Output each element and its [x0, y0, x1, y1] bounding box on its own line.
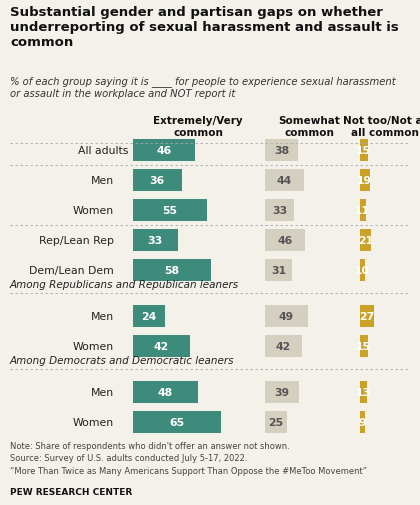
- Text: Men: Men: [91, 312, 114, 321]
- Text: 55: 55: [163, 206, 178, 216]
- Text: Among Democrats and Democratic leaners: Among Democrats and Democratic leaners: [10, 356, 234, 365]
- Bar: [133, 306, 165, 327]
- Bar: [360, 335, 368, 358]
- Bar: [265, 411, 287, 433]
- Text: 13: 13: [356, 387, 371, 397]
- Text: 10: 10: [355, 266, 370, 275]
- Bar: [133, 170, 181, 191]
- Bar: [360, 411, 365, 433]
- Text: 46: 46: [156, 146, 172, 156]
- Text: 27: 27: [359, 312, 374, 321]
- Text: 24: 24: [142, 312, 157, 321]
- Bar: [265, 140, 299, 162]
- Bar: [265, 381, 299, 403]
- Text: 48: 48: [158, 387, 173, 397]
- Bar: [360, 306, 373, 327]
- Bar: [265, 306, 308, 327]
- Text: 15: 15: [356, 146, 371, 156]
- Bar: [133, 335, 190, 358]
- Bar: [133, 381, 198, 403]
- Bar: [360, 170, 370, 191]
- Text: Men: Men: [91, 387, 114, 397]
- Text: Among Republicans and Republican leaners: Among Republicans and Republican leaners: [10, 279, 239, 289]
- Text: Not too/Not at
all common: Not too/Not at all common: [343, 116, 420, 137]
- Text: Rep/Lean Rep: Rep/Lean Rep: [39, 235, 114, 245]
- Text: 42: 42: [154, 341, 169, 351]
- Bar: [265, 260, 292, 281]
- Text: 33: 33: [148, 235, 163, 245]
- Text: 25: 25: [268, 417, 284, 427]
- Text: 21: 21: [358, 235, 373, 245]
- Text: PEW RESEARCH CENTER: PEW RESEARCH CENTER: [10, 487, 132, 496]
- Bar: [133, 260, 211, 281]
- Bar: [360, 260, 365, 281]
- Text: Extremely/Very
common: Extremely/Very common: [153, 116, 243, 137]
- Bar: [265, 335, 302, 358]
- Text: 44: 44: [277, 176, 292, 186]
- Bar: [133, 411, 221, 433]
- Text: 42: 42: [276, 341, 291, 351]
- Text: 9: 9: [359, 417, 366, 427]
- Text: Women: Women: [73, 341, 114, 351]
- Text: Somewhat
common: Somewhat common: [278, 116, 340, 137]
- Bar: [133, 230, 178, 251]
- Text: Women: Women: [73, 417, 114, 427]
- Text: Women: Women: [73, 206, 114, 216]
- Text: 15: 15: [356, 341, 371, 351]
- Text: 11: 11: [355, 206, 370, 216]
- Text: Note: Share of respondents who didn't offer an answer not shown.
Source: Survey : Note: Share of respondents who didn't of…: [10, 441, 367, 475]
- Bar: [360, 140, 368, 162]
- Bar: [360, 381, 367, 403]
- Text: 39: 39: [275, 387, 290, 397]
- Bar: [265, 199, 294, 222]
- Text: All adults: All adults: [78, 146, 128, 156]
- Text: Men: Men: [91, 176, 114, 186]
- Text: 33: 33: [272, 206, 287, 216]
- Text: 65: 65: [169, 417, 184, 427]
- Text: 46: 46: [278, 235, 293, 245]
- Text: 38: 38: [274, 146, 289, 156]
- Bar: [265, 230, 305, 251]
- Text: 58: 58: [165, 266, 180, 275]
- Bar: [133, 140, 195, 162]
- Bar: [265, 170, 304, 191]
- Bar: [360, 199, 365, 222]
- Text: % of each group saying it is ____ for people to experience sexual harassment
or : % of each group saying it is ____ for pe…: [10, 76, 396, 98]
- Text: Dem/Lean Dem: Dem/Lean Dem: [29, 266, 114, 275]
- Bar: [133, 199, 207, 222]
- Text: 36: 36: [150, 176, 165, 186]
- Text: 19: 19: [357, 176, 372, 186]
- Bar: [360, 230, 370, 251]
- Text: 49: 49: [279, 312, 294, 321]
- Text: Substantial gender and partisan gaps on whether
underreporting of sexual harassm: Substantial gender and partisan gaps on …: [10, 6, 399, 49]
- Text: 31: 31: [271, 266, 286, 275]
